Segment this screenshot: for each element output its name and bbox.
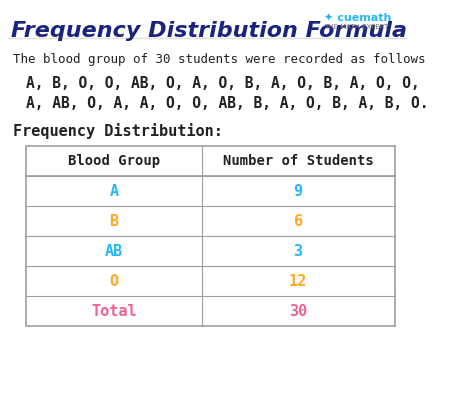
Text: 30: 30 xyxy=(289,303,307,319)
Text: A, AB, O, A, A, O, O, AB, B, A, O, B, A, B, O.: A, AB, O, A, A, O, O, AB, B, A, O, B, A,… xyxy=(26,96,429,111)
Text: B: B xyxy=(109,213,118,229)
Text: 3: 3 xyxy=(293,243,303,259)
Text: O: O xyxy=(109,273,118,289)
Text: A: A xyxy=(109,183,118,199)
FancyBboxPatch shape xyxy=(26,146,394,326)
Text: The blood group of 30 students were recorded as follows: The blood group of 30 students were reco… xyxy=(13,53,426,66)
Text: 6: 6 xyxy=(293,213,303,229)
Text: Frequency Distribution:: Frequency Distribution: xyxy=(13,123,223,139)
Text: 9: 9 xyxy=(293,183,303,199)
Text: Number of Students: Number of Students xyxy=(223,154,374,168)
Text: ✦ cuemath: ✦ cuemath xyxy=(324,13,392,23)
Text: Frequency Distribution Formula: Frequency Distribution Formula xyxy=(10,21,407,41)
Text: 12: 12 xyxy=(289,273,307,289)
Text: Blood Group: Blood Group xyxy=(68,154,160,168)
Text: AB: AB xyxy=(105,243,123,259)
Text: Total: Total xyxy=(91,303,137,319)
Text: THE MATH EXPERT: THE MATH EXPERT xyxy=(324,24,389,30)
Text: A, B, O, O, AB, O, A, O, B, A, O, B, A, O, O,: A, B, O, O, AB, O, A, O, B, A, O, B, A, … xyxy=(26,76,420,91)
